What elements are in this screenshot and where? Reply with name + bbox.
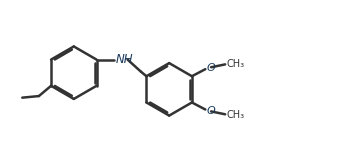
Text: O: O <box>207 106 215 116</box>
Text: O: O <box>207 63 215 73</box>
Text: NH: NH <box>116 53 133 66</box>
Text: CH₃: CH₃ <box>226 110 245 120</box>
Text: CH₃: CH₃ <box>226 59 245 69</box>
